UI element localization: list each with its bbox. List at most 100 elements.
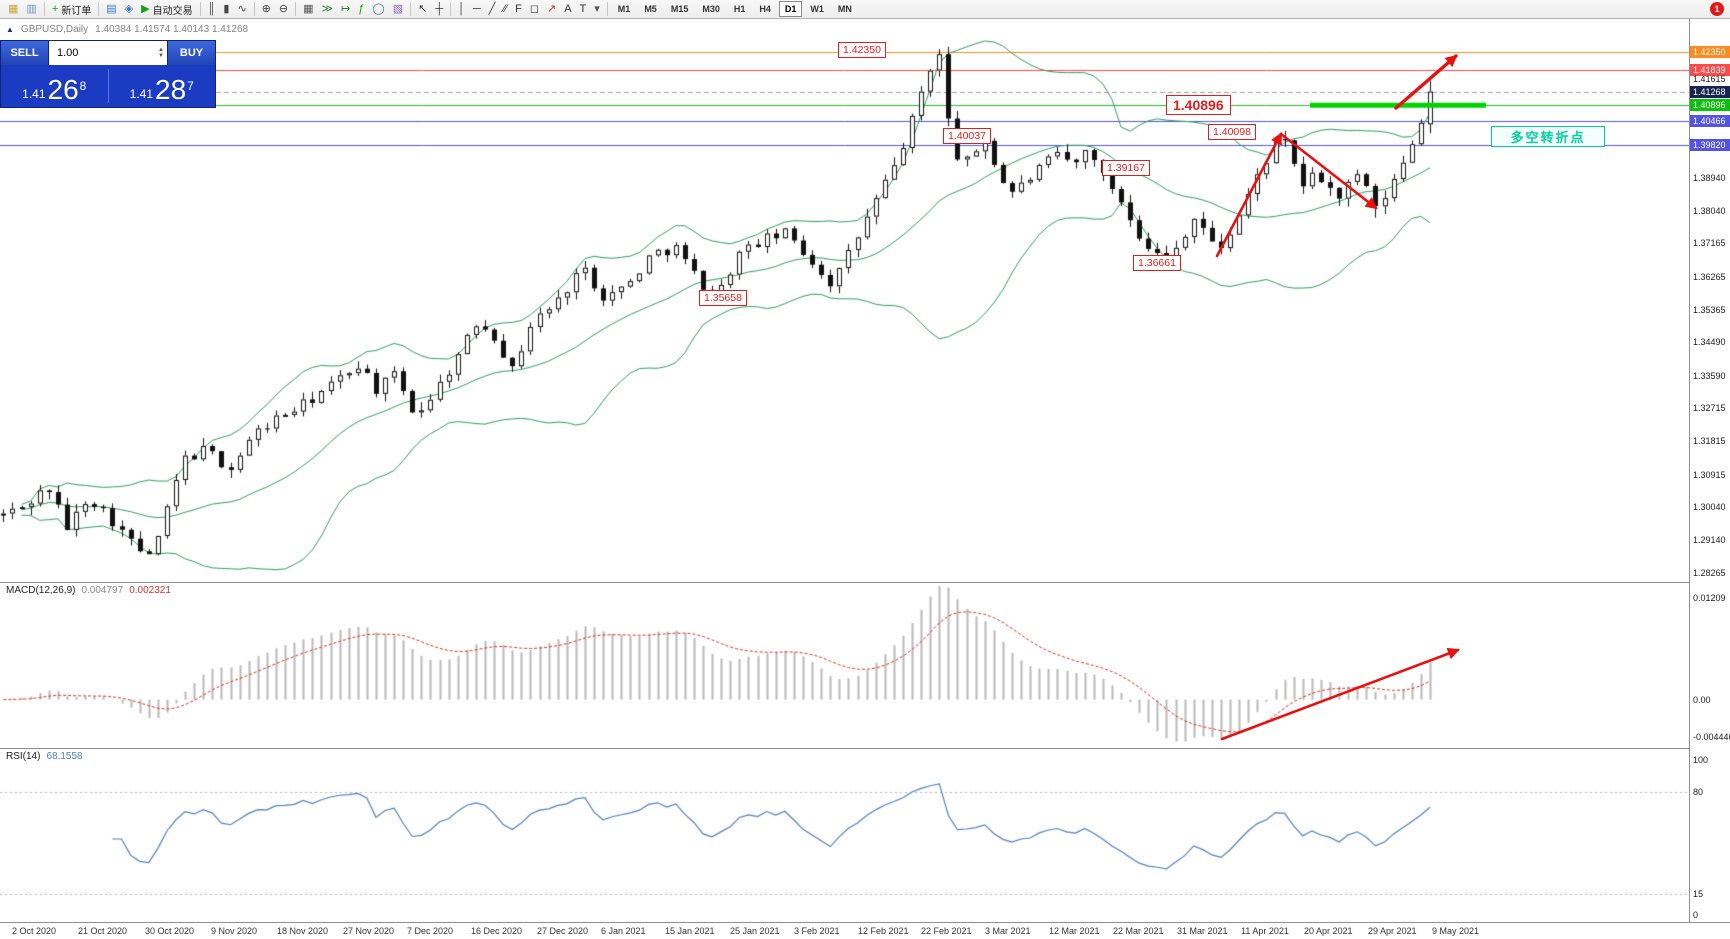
- date-label: 25 Jan 2021: [730, 926, 780, 936]
- crosshair-icon[interactable]: ┼: [431, 0, 447, 18]
- timeframe-h4[interactable]: H4: [759, 4, 771, 14]
- horizontal-line-icon[interactable]: ─: [469, 0, 485, 18]
- toolbar-separator: [410, 2, 412, 16]
- timeframe-d1[interactable]: D1: [778, 1, 803, 17]
- price-label-1-36661[interactable]: 1.36661: [1133, 255, 1181, 271]
- volume-stepper[interactable]: ▲ ▼: [158, 47, 164, 59]
- text-icon[interactable]: A: [560, 0, 575, 18]
- auto-scroll-icon-glyph: ≫: [321, 2, 334, 15]
- trendline-icon-glyph: ╱: [488, 2, 496, 15]
- text-label-icon-glyph: T: [579, 2, 587, 15]
- timeframe-m1[interactable]: M1: [617, 4, 631, 14]
- new-order-button-label: 新订单: [61, 5, 92, 17]
- objects-dropdown-icon[interactable]: ▾: [590, 0, 604, 18]
- date-label: 7 Dec 2020: [407, 926, 454, 936]
- auto-scroll-icon[interactable]: ≫: [318, 0, 338, 18]
- rsi-panel-separator[interactable]: [0, 748, 1730, 749]
- cursor-icon[interactable]: ↖: [414, 0, 431, 18]
- price-tick-label: 1.30040: [1693, 501, 1726, 512]
- sell-button[interactable]: SELL: [1, 41, 49, 65]
- line-chart-icon[interactable]: ∿: [233, 0, 250, 18]
- price-label-1-40896[interactable]: 1.40896: [1166, 95, 1231, 115]
- cycles-icon[interactable]: ◯: [368, 0, 388, 18]
- notifications-badge[interactable]: 1: [1710, 2, 1724, 16]
- candlestick-chart-icon-glyph: ▮: [223, 2, 230, 15]
- fibonacci-icon-glyph: F: [515, 2, 522, 15]
- volume-field[interactable]: 1.00 ▲ ▼: [49, 41, 167, 65]
- price-tick-label: 1.37165: [1693, 238, 1726, 249]
- price-axis[interactable]: 1.42350 1.41839 1.41615 1.41268 1.40896 1.404…: [1689, 19, 1730, 922]
- bar-chart-icon[interactable]: ║: [204, 0, 220, 18]
- macd-axis-label: 0.00: [1693, 694, 1711, 705]
- time-axis[interactable]: 2 Oct 2020 21 Oct 2020 30 Oct 2020 9 Nov 20…: [0, 922, 1730, 939]
- chart-shift-icon[interactable]: ↦: [337, 0, 354, 18]
- price-tick-label: 1.38040: [1693, 205, 1726, 216]
- timeframe-m30[interactable]: M30: [702, 4, 720, 14]
- timeframe-m5[interactable]: M5: [644, 4, 657, 14]
- horizontal-line-icon-glyph: ─: [472, 2, 481, 15]
- macd-axis-label: -0.004446: [1693, 732, 1730, 743]
- price-tick-label: 1.29140: [1693, 535, 1726, 546]
- date-label: 31 Mar 2021: [1177, 926, 1228, 936]
- arrows-tool-icon[interactable]: ↗: [543, 0, 560, 18]
- new-order-button-glyph: +: [51, 2, 59, 15]
- price-label-1-42350[interactable]: 1.42350: [838, 42, 886, 58]
- macd-label: MACD(12,26,9) 0.004797 0.002321: [6, 585, 171, 596]
- one-click-collapse-icon[interactable]: ▲: [6, 25, 14, 34]
- fibonacci-icon[interactable]: F: [511, 0, 526, 18]
- candlestick-chart-icon[interactable]: ▮: [219, 0, 233, 18]
- price-label-1-39167[interactable]: 1.39167: [1102, 160, 1150, 176]
- price-tick-label: 1.30915: [1693, 469, 1726, 480]
- price-tick-label: 1.34490: [1693, 337, 1726, 348]
- date-label: 15 Jan 2021: [665, 926, 715, 936]
- tile-windows-icon[interactable]: ▦: [299, 0, 317, 18]
- profiles-icon[interactable]: ▥: [22, 0, 40, 18]
- price-tick-label: 1.38940: [1693, 172, 1726, 183]
- market-watch-icon[interactable]: ▤: [102, 0, 120, 18]
- tile-windows-icon-glyph: ▦: [303, 2, 314, 15]
- arrows-tool-icon-glyph: ↗: [546, 2, 557, 15]
- vertical-line-icon[interactable]: │: [454, 0, 469, 18]
- toolbar-separator: [606, 2, 608, 16]
- volume-value[interactable]: 1.00: [57, 47, 79, 59]
- shapes-icon[interactable]: ◻: [526, 0, 543, 18]
- timeframe-m15[interactable]: M15: [670, 4, 689, 14]
- date-label: 12 Mar 2021: [1049, 926, 1100, 936]
- new-order-button[interactable]: + 新订单: [48, 0, 95, 18]
- price-label-1-40037[interactable]: 1.40037: [943, 128, 991, 144]
- price-line-label-orange: 1.42350: [1690, 45, 1730, 58]
- date-label: 29 Apr 2021: [1368, 926, 1417, 936]
- templates-icon[interactable]: ▧: [389, 0, 407, 18]
- charts-window-icon[interactable]: ▦: [4, 0, 22, 18]
- price-label-1-40098[interactable]: 1.40098: [1208, 124, 1256, 140]
- toolbar-separator: [295, 2, 297, 16]
- bar-chart-icon-glyph: ║: [207, 2, 216, 15]
- turning-point-label[interactable]: 多空转折点: [1491, 126, 1605, 147]
- text-label-icon[interactable]: T: [576, 0, 591, 18]
- timeframe-w1[interactable]: W1: [810, 4, 824, 14]
- stepper-up-icon[interactable]: ▲: [158, 47, 164, 53]
- stepper-down-icon[interactable]: ▼: [158, 53, 164, 59]
- profiles-icon-glyph: ▥: [26, 2, 37, 15]
- channel-icon[interactable]: ∕∕: [499, 0, 511, 18]
- navigator-icon[interactable]: ◈: [121, 0, 137, 18]
- date-label: 3 Mar 2021: [985, 926, 1031, 936]
- one-click-trading-panel: SELL 1.00 ▲ ▼ BUY 1.41 26 8 1.41 28 7: [0, 40, 216, 108]
- templates-icon-glyph: ▧: [392, 2, 404, 15]
- indicators-icon[interactable]: ƒ: [354, 0, 368, 18]
- macd-panel-separator[interactable]: [0, 582, 1730, 583]
- price-label-1-35658[interactable]: 1.35658: [699, 290, 747, 306]
- trendline-icon[interactable]: ╱: [485, 0, 500, 18]
- autotrading-button[interactable]: ▶ 自动交易: [137, 0, 196, 18]
- zoom-in-icon[interactable]: ⊕: [258, 0, 275, 18]
- charts-window-icon-glyph: ▦: [8, 2, 19, 15]
- zoom-out-icon[interactable]: ⊖: [275, 0, 292, 18]
- date-label: 9 May 2021: [1432, 926, 1480, 936]
- timeframe-h1[interactable]: H1: [733, 4, 746, 14]
- cursor-icon-glyph: ↖: [418, 2, 428, 15]
- date-label: 27 Nov 2020: [343, 926, 395, 936]
- buy-button[interactable]: BUY: [167, 41, 215, 65]
- date-label: 6 Jan 2021: [601, 926, 646, 936]
- timeframe-mn[interactable]: MN: [837, 4, 852, 14]
